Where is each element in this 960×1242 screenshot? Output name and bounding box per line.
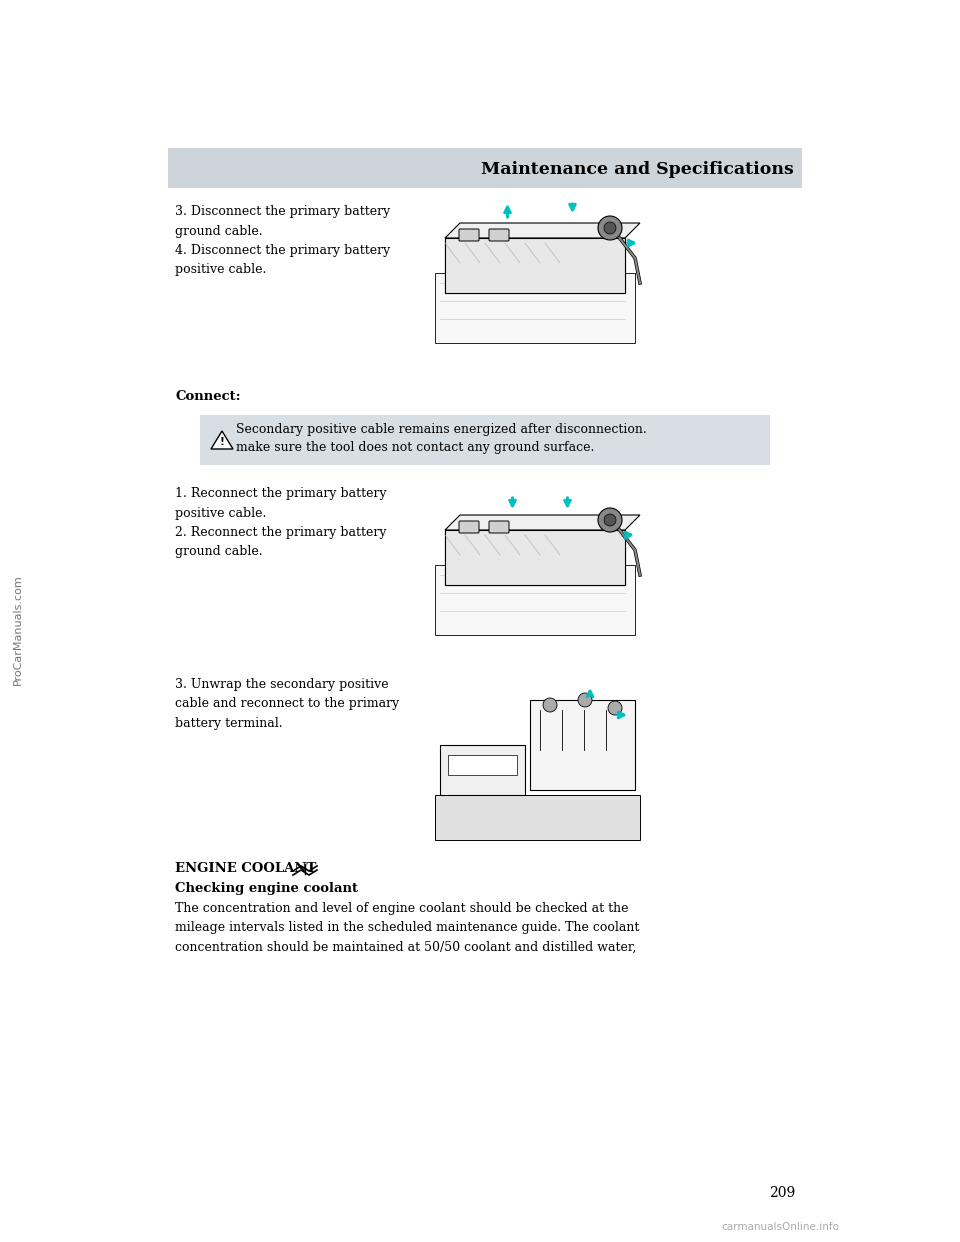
FancyBboxPatch shape <box>459 520 479 533</box>
FancyBboxPatch shape <box>435 565 635 635</box>
Text: ENGINE COOLANT: ENGINE COOLANT <box>175 862 317 876</box>
FancyBboxPatch shape <box>430 681 645 845</box>
FancyBboxPatch shape <box>530 700 635 790</box>
Text: 209: 209 <box>769 1186 795 1200</box>
FancyBboxPatch shape <box>440 745 525 795</box>
Text: Maintenance and Specifications: Maintenance and Specifications <box>481 160 794 178</box>
Text: The concentration and level of engine coolant should be checked at the
mileage i: The concentration and level of engine co… <box>175 902 639 954</box>
Polygon shape <box>445 515 640 530</box>
Circle shape <box>604 222 616 233</box>
FancyBboxPatch shape <box>430 491 645 645</box>
Text: 3. Disconnect the primary battery
ground cable.
4. Disconnect the primary batter: 3. Disconnect the primary battery ground… <box>175 205 391 277</box>
FancyBboxPatch shape <box>168 148 802 188</box>
Text: ProCarManuals.com: ProCarManuals.com <box>13 575 23 686</box>
Circle shape <box>604 514 616 527</box>
FancyBboxPatch shape <box>445 530 625 585</box>
Text: carmanualsOnline.info: carmanualsOnline.info <box>721 1222 839 1232</box>
Text: make sure the tool does not contact any ground surface.: make sure the tool does not contact any … <box>236 441 594 455</box>
Text: 1. Reconnect the primary battery
positive cable.
2. Reconnect the primary batter: 1. Reconnect the primary battery positiv… <box>175 487 387 559</box>
Text: Checking engine coolant: Checking engine coolant <box>175 882 358 895</box>
FancyBboxPatch shape <box>435 273 635 343</box>
Circle shape <box>598 216 622 240</box>
FancyBboxPatch shape <box>435 795 640 840</box>
Circle shape <box>598 508 622 532</box>
FancyBboxPatch shape <box>489 229 509 241</box>
FancyBboxPatch shape <box>459 229 479 241</box>
Text: Connect:: Connect: <box>175 390 241 402</box>
Circle shape <box>543 698 557 712</box>
Polygon shape <box>211 431 233 450</box>
Circle shape <box>578 693 592 707</box>
FancyBboxPatch shape <box>448 755 517 775</box>
Polygon shape <box>445 224 640 238</box>
FancyBboxPatch shape <box>200 415 770 465</box>
FancyBboxPatch shape <box>430 197 645 353</box>
FancyBboxPatch shape <box>489 520 509 533</box>
Circle shape <box>608 700 622 715</box>
Text: Secondary positive cable remains energized after disconnection.: Secondary positive cable remains energiz… <box>236 424 647 436</box>
Text: 3. Unwrap the secondary positive
cable and reconnect to the primary
battery term: 3. Unwrap the secondary positive cable a… <box>175 678 399 730</box>
Text: !: ! <box>220 437 225 447</box>
FancyBboxPatch shape <box>445 238 625 293</box>
